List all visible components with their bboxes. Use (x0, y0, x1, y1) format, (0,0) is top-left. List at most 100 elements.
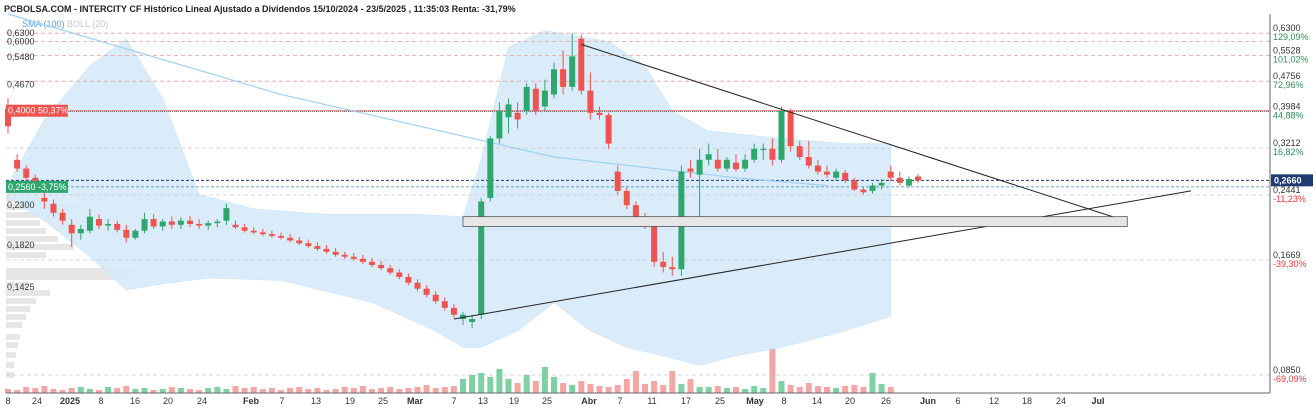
candle-body (450, 307, 457, 315)
volume-bar (478, 373, 485, 393)
volume-bar (414, 387, 421, 393)
volume-bar (678, 384, 685, 393)
candle-body (714, 159, 721, 169)
resistance-trendline (581, 43, 1128, 222)
candle-body (268, 234, 275, 236)
volume-profile-bar (6, 244, 74, 250)
volume-bar (705, 387, 712, 393)
candle-body (778, 110, 785, 160)
volume-bar (460, 379, 466, 393)
volume-bar (660, 385, 667, 393)
volume-bar (869, 373, 876, 393)
volume-bar (86, 389, 93, 393)
x-tick-label: 7 (279, 396, 284, 406)
x-tick-label: 14 (812, 396, 822, 406)
candle-body (787, 110, 794, 147)
volume-bar (469, 375, 476, 393)
candle-body (359, 258, 366, 262)
candle-body (505, 104, 512, 118)
candle-body (596, 112, 603, 116)
volume-profile-bar (6, 322, 22, 328)
volume-profile-bar (6, 290, 50, 296)
right-price-label: 0,1669 (1273, 250, 1301, 260)
volume-bar (41, 386, 48, 393)
volume-bar (632, 371, 639, 393)
volume-bar (50, 389, 57, 393)
candle-body (578, 38, 585, 91)
x-tick-label: Jun (920, 396, 936, 406)
candle-body (423, 288, 430, 295)
x-tick-label: 13 (311, 396, 321, 406)
volume-bar (860, 387, 867, 393)
candle-body (551, 69, 557, 95)
x-tick-label: 25 (378, 396, 388, 406)
candle-body (824, 171, 830, 175)
volume-bar (523, 375, 530, 393)
volume-bar (505, 379, 512, 393)
bollinger-band-area (7, 30, 891, 366)
candle-body (223, 208, 230, 221)
left-price-label: 0,2300 (7, 200, 35, 210)
volume-bar (378, 388, 385, 393)
volume-profile-bar (6, 352, 16, 358)
candle-body (560, 69, 567, 87)
candle-body (341, 254, 348, 257)
volume-bar (369, 389, 375, 393)
volume-bar (842, 386, 849, 393)
bollinger-band (7, 30, 891, 366)
candle-body (232, 224, 239, 228)
candle-body (632, 205, 639, 217)
x-tick-label: Mar (407, 396, 424, 406)
candle-body (432, 294, 439, 302)
candle-body (123, 229, 130, 238)
x-tick-label: 26 (881, 396, 891, 406)
candle-body (296, 240, 303, 244)
volume-bar (787, 385, 794, 393)
candle-body (86, 216, 93, 231)
volume-bar (232, 386, 239, 393)
right-percent-label: 44,88% (1273, 110, 1304, 120)
volume-bar (105, 387, 112, 393)
candle-body (605, 115, 612, 144)
volume-bar (141, 388, 148, 393)
volume-bar (278, 390, 284, 393)
volume-bar (396, 389, 403, 393)
candle-body (860, 189, 867, 193)
candle-body (159, 221, 166, 227)
candle-body (651, 224, 658, 262)
candle-body (769, 148, 776, 160)
candle-body (514, 112, 521, 120)
x-tick-label: 24 (1056, 396, 1066, 406)
legend-boll: BOLL (20) (67, 19, 109, 29)
candle-body (332, 251, 339, 255)
candle-body (905, 179, 912, 186)
candle-body (696, 159, 703, 175)
sma-line (7, 13, 828, 187)
left-price-label: 0,6300 (7, 28, 35, 38)
volume-bar (814, 386, 821, 393)
volume-bar (514, 383, 521, 393)
candle-body (32, 177, 39, 181)
support-trendline (453, 190, 1192, 320)
candle-body (751, 148, 758, 160)
candle-body (59, 212, 66, 221)
volume-bar (114, 388, 121, 393)
candle-body (733, 162, 739, 170)
candle-body (742, 159, 749, 169)
volume-bar (541, 367, 548, 393)
candle-body (287, 237, 294, 241)
volume-bars (5, 349, 894, 393)
right-price-label: 0,6300 (1273, 23, 1301, 33)
candle-body (896, 177, 903, 183)
volume-bar (614, 385, 621, 393)
x-tick-label: May (746, 396, 764, 406)
candle-body (842, 172, 849, 181)
volume-profile-bar (6, 274, 124, 280)
candle-body (405, 276, 412, 283)
right-percent-label: 16,82% (1273, 147, 1304, 157)
volume-bar (760, 388, 767, 393)
volume-bar (223, 389, 230, 393)
volume-bar (742, 389, 749, 393)
volume-bar (432, 388, 439, 393)
volume-profile-bar (6, 282, 28, 288)
